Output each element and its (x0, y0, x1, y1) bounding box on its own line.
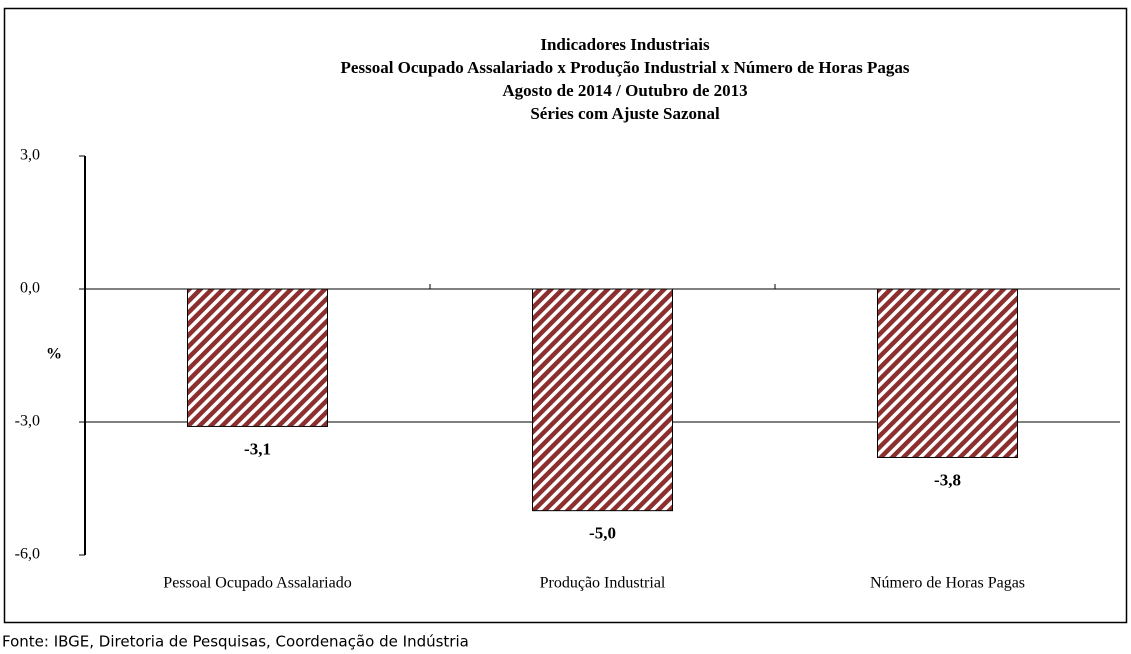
chart-title: Agosto de 2014 / Outubro de 2013 (502, 81, 747, 100)
chart-title: Indicadores Industriais (540, 35, 710, 54)
y-tick-label: 3,0 (20, 147, 40, 164)
value-label: -3,8 (934, 470, 961, 489)
bar (187, 288, 328, 427)
source: Fonte: IBGE, Diretoria de Pesquisas, Coo… (2, 633, 469, 651)
value-label: -5,0 (589, 524, 616, 543)
x-tick-label: Número de Horas Pagas (870, 575, 1025, 592)
value-label: -3,1 (244, 439, 271, 458)
y-tick-label: -6,0 (15, 546, 40, 563)
y-tick-label: -3,0 (15, 413, 40, 430)
x-tick-label: Pessoal Ocupado Assalariado (163, 575, 351, 592)
chart-title: Pessoal Ocupado Assalariado x Produção I… (341, 58, 910, 77)
x-tick-label: Produção Industrial (540, 575, 666, 592)
bar (532, 288, 673, 512)
y-axis-label: % (46, 346, 62, 363)
bar (877, 288, 1018, 458)
chart-title: Séries com Ajuste Sazonal (530, 104, 720, 123)
chart-border (3, 7, 1128, 624)
y-tick-label: 0,0 (20, 280, 40, 297)
